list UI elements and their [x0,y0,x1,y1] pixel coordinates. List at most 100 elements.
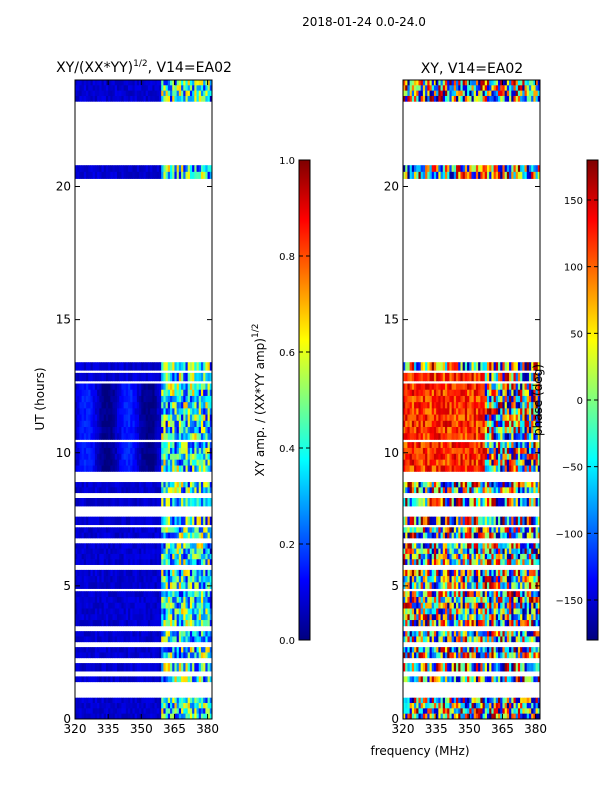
heatmap-cell [134,596,138,604]
heatmap-cell [187,447,191,455]
heatmap-cell [207,414,211,422]
heatmap-cell [141,85,144,92]
heatmap-cell [174,408,178,415]
heatmap-cell [156,614,160,621]
heatmap-cell [108,576,111,583]
heatmap-cell [422,582,426,589]
heatmap-cell [167,527,171,534]
left-colorbar-ticks: 0.00.20.40.60.81.0 [279,156,310,647]
heatmap-cell [110,582,113,589]
heatmap-cell [183,402,186,409]
heatmap-cell [163,90,166,97]
heatmap-cell [526,559,530,565]
heatmap-cell [196,553,200,560]
heatmap-cell [189,576,193,583]
heatmap-cell [128,559,131,565]
heatmap-cell [469,708,472,715]
heatmap-cell [165,453,169,461]
heatmap-cell [475,582,479,589]
heatmap-cell [145,676,149,683]
heatmap-cell [79,620,83,627]
heatmap-cell [196,459,200,466]
heatmap-cell [528,602,532,609]
heatmap-cell [502,652,506,659]
heatmap-cell [531,548,534,555]
heatmap-cell [473,498,477,507]
heatmap-cell [405,703,408,709]
heatmap-cell [178,636,182,643]
heatmap-cell [128,582,131,589]
heatmap-cell [414,596,417,604]
heatmap-cell [174,383,178,391]
heatmap-cell [528,713,532,719]
heatmap-cell [158,652,162,659]
heatmap-cell [181,165,184,173]
heatmap-cell [156,362,160,371]
heatmap-cell [517,631,521,637]
heatmap-cell [105,427,109,434]
heatmap-cell [94,676,98,683]
heatmap-cell [495,543,499,549]
heatmap-cell [183,395,186,403]
heatmap-cell [203,459,206,466]
heatmap-cell [451,582,455,589]
heatmap-cell [192,703,195,709]
heatmap-cell [480,614,483,621]
heatmap-cell [433,532,437,539]
heatmap-cell [181,362,184,371]
heatmap-cell [475,591,479,598]
heatmap-cell [132,676,136,683]
heatmap-cell [486,614,490,621]
heatmap-cell [116,697,120,704]
heatmap-cell [460,596,464,604]
heatmap-cell [79,383,83,391]
heatmap-cell [207,389,211,397]
heatmap-cell [103,608,107,615]
heatmap-cell [513,647,517,653]
heatmap-cell [114,465,118,472]
heatmap-cell [145,453,149,461]
heatmap-cell [174,95,178,102]
heatmap-cell [440,543,444,549]
heatmap-cell [156,171,160,179]
heatmap-cell [533,608,536,615]
heatmap-cell [198,459,202,466]
heatmap-cell [403,620,406,627]
heatmap-cell [119,663,122,672]
heatmap-cell [462,487,466,494]
heatmap-cell [456,631,459,637]
heatmap-cell [411,703,415,709]
heatmap-cell [464,532,468,539]
heatmap-cell [83,372,87,382]
heatmap-cell [440,559,444,565]
heatmap-cell [411,543,415,549]
heatmap-cell [134,663,138,672]
left-colorbar-fill [299,160,310,640]
heatmap-cell [194,676,197,683]
heatmap-cell [498,602,501,609]
heatmap-cell [97,569,100,577]
heatmap-cell [181,676,184,683]
heatmap-cell [110,171,113,179]
heatmap-cell [145,427,149,434]
heatmap-cell [411,569,415,577]
heatmap-cell [170,608,173,615]
heatmap-cell [522,602,525,609]
heatmap-cell [460,708,464,715]
heatmap-cell [141,548,144,555]
heatmap-cell [200,482,204,488]
heatmap-cell [147,608,151,615]
heatmap-cell [90,703,94,709]
heatmap-cell [170,548,173,555]
heatmap-cell [128,80,131,86]
heatmap-cell [493,636,497,643]
heatmap-cell [196,576,200,583]
heatmap-cell [192,636,195,643]
heatmap-cell [90,80,94,86]
heatmap-cell [194,532,197,539]
heatmap-cell [77,548,80,555]
heatmap-cell [471,548,475,555]
heatmap-cell [451,543,455,549]
heatmap-cell [147,543,151,549]
heatmap-cell [134,559,138,565]
